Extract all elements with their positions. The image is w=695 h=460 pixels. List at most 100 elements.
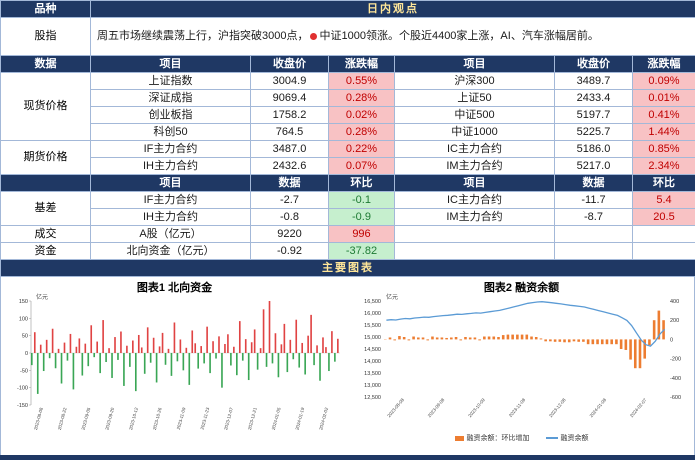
svg-text:2023-12-08: 2023-12-08 xyxy=(548,397,567,418)
change-cell: 0.22% xyxy=(328,140,395,158)
svg-text:2024-02-07: 2024-02-07 xyxy=(629,397,648,418)
svg-text:2023-11-08: 2023-11-08 xyxy=(508,397,527,418)
value-cell: -8.7 xyxy=(554,208,633,226)
svg-text:50: 50 xyxy=(22,334,28,340)
change-cell xyxy=(632,242,695,260)
table-row: 创业板指 1758.2 0.02% 中证500 5197.7 0.41% xyxy=(1,106,695,124)
svg-text:-400: -400 xyxy=(670,376,681,382)
basis-header-row: 项目 数据 环比 项目 数据 环比 xyxy=(0,174,695,192)
group-label-futures: 期货价格 xyxy=(0,140,91,175)
change-cell: 0.02% xyxy=(328,106,395,124)
col-header-mom-left: 环比 xyxy=(328,174,395,192)
table-row: IH主力合约 2432.6 0.07% IM主力合约 5217.0 2.34% xyxy=(1,157,695,175)
change-cell: 2.34% xyxy=(632,157,695,175)
legend-label-balance: 融资余额 xyxy=(560,435,589,442)
change-cell: 0.09% xyxy=(632,72,695,90)
svg-text:2023-11-09: 2023-11-09 xyxy=(176,406,187,430)
charts-banner-row: 主要图表 xyxy=(0,259,695,277)
value-cell: -2.7 xyxy=(250,191,329,209)
table-row: 期货价格 IF主力合约 3487.0 0.22% IC主力合约 5186.0 0… xyxy=(0,140,695,175)
commentary-text-1: 周五市场继续震荡上行，沪指突破3000点， xyxy=(97,30,309,42)
svg-text:2023-09-05: 2023-09-05 xyxy=(81,406,92,430)
svg-text:2023-08-08: 2023-08-08 xyxy=(386,397,405,418)
svg-text:2024-01-08: 2024-01-08 xyxy=(589,397,608,418)
col-header-mom-right: 环比 xyxy=(632,174,695,192)
value-cell: 9220 xyxy=(250,225,329,243)
item-cell: 中证500 xyxy=(394,106,555,124)
item-cell: 科创50 xyxy=(90,123,251,141)
svg-text:2023-12-07: 2023-12-07 xyxy=(223,406,234,430)
bottom-border-bar xyxy=(0,455,695,460)
item-cell: 上证指数 xyxy=(90,72,251,90)
svg-text:2023-09-20: 2023-09-20 xyxy=(104,406,115,430)
svg-text:0: 0 xyxy=(25,351,28,357)
svg-text:12,500: 12,500 xyxy=(364,395,381,401)
market-commentary: 周五市场继续震荡上行，沪指突破3000点， 中证1000领涨。个股近4400家上涨… xyxy=(90,17,695,56)
svg-text:15,000: 15,000 xyxy=(364,335,381,341)
item-cell: 中证1000 xyxy=(394,123,555,141)
col-header-item-right: 项目 xyxy=(394,55,555,73)
item-cell xyxy=(394,225,555,243)
svg-text:2023-08-22: 2023-08-22 xyxy=(57,406,68,430)
close-cell: 1758.2 xyxy=(250,106,329,124)
change-cell: -0.9 xyxy=(328,208,395,226)
item-cell: IH主力合约 xyxy=(90,208,251,226)
svg-text:13,000: 13,000 xyxy=(364,383,381,389)
report-table: 品种 日内观点 股指 周五市场继续震荡上行，沪指突破3000点， 中证1000领涨… xyxy=(0,0,695,277)
col-header-change-left: 涨跌幅 xyxy=(328,55,395,73)
group-label-turnover: 成交 xyxy=(0,225,91,243)
svg-text:-200: -200 xyxy=(670,357,681,363)
table-row: 深证成指 9069.4 0.28% 上证50 2433.4 0.01% xyxy=(1,89,695,107)
change-cell: 0.28% xyxy=(328,123,395,141)
table-row: 现货价格 上证指数 3004.9 0.55% 沪深300 3489.7 0.09… xyxy=(0,72,695,141)
price-header-row: 数据 项目 收盘价 涨跌幅 项目 收盘价 涨跌幅 xyxy=(0,55,695,73)
commentary-text-2: 中证1000领涨。个股近4400家上涨，AI、汽车涨幅居前。 xyxy=(319,30,599,42)
svg-text:2023-09-08: 2023-09-08 xyxy=(427,397,446,418)
svg-text:16,500: 16,500 xyxy=(364,299,381,305)
value-cell: -11.7 xyxy=(554,191,633,209)
svg-text:100: 100 xyxy=(19,316,28,322)
change-cell: 0.01% xyxy=(632,89,695,107)
value-cell: -0.8 xyxy=(250,208,329,226)
close-cell: 3004.9 xyxy=(250,72,329,90)
legend-line-swatch xyxy=(545,437,558,439)
close-cell: 5186.0 xyxy=(554,140,633,158)
item-cell: IF主力合约 xyxy=(90,140,251,158)
svg-text:-600: -600 xyxy=(670,395,681,401)
change-cell xyxy=(632,225,695,243)
svg-text:2024-01-05: 2024-01-05 xyxy=(271,406,282,430)
change-cell: 0.41% xyxy=(632,106,695,124)
change-cell: 0.85% xyxy=(632,140,695,158)
item-cell: IC主力合约 xyxy=(394,191,555,209)
item-cell xyxy=(394,242,555,260)
commentary-row: 股指 周五市场继续震荡上行，沪指突破3000点， 中证1000领涨。个股近4400… xyxy=(0,17,695,56)
col-header-change-right: 涨跌幅 xyxy=(632,55,695,73)
svg-text:2023-12-21: 2023-12-21 xyxy=(247,406,258,430)
close-cell: 2432.6 xyxy=(250,157,329,175)
item-cell: IM主力合约 xyxy=(394,208,555,226)
table-row: 基差 IF主力合约 -2.7 -0.1 IC主力合约 -11.7 5.4 xyxy=(0,191,695,226)
value-cell xyxy=(554,225,633,243)
svg-text:亿元: 亿元 xyxy=(36,293,48,301)
empty-corner-header xyxy=(0,174,91,192)
svg-text:13,500: 13,500 xyxy=(364,371,381,377)
close-cell: 5197.7 xyxy=(554,106,633,124)
legend-item-balance: 融资余额 xyxy=(545,433,589,443)
value-cell xyxy=(554,242,633,260)
col-header-close-left: 收盘价 xyxy=(250,55,329,73)
svg-text:15,500: 15,500 xyxy=(364,323,381,329)
col-header-item-right: 项目 xyxy=(394,174,555,192)
col-header-data-right: 数据 xyxy=(554,174,633,192)
charts-banner: 主要图表 xyxy=(0,259,695,277)
item-cell: 创业板指 xyxy=(90,106,251,124)
svg-text:2023-10-09: 2023-10-09 xyxy=(467,397,486,418)
margin-balance-combo-chart: 亿元 16,500 16,000 15,500 15,000 14,500 14,000 13… xyxy=(364,293,681,418)
svg-text:-50: -50 xyxy=(20,368,28,374)
chart1-title: 图表1 北向资金 xyxy=(136,282,213,294)
legend-label-change: 融资余额：环比增加 xyxy=(466,435,530,442)
legend-item-change: 融资余额：环比增加 xyxy=(454,433,530,443)
change-cell: 5.4 xyxy=(632,191,695,209)
item-cell: IF主力合约 xyxy=(90,191,251,209)
close-cell: 3489.7 xyxy=(554,72,633,90)
